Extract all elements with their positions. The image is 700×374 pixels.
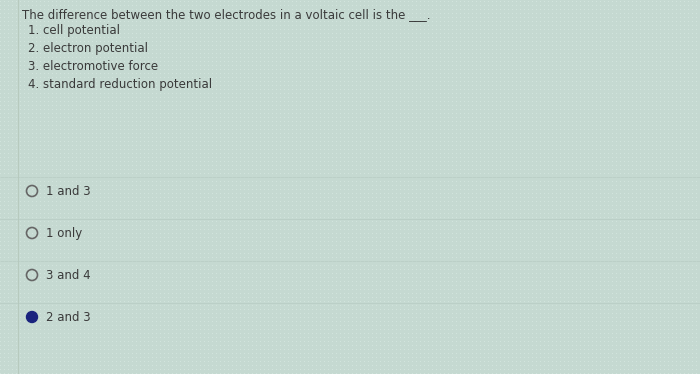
Circle shape — [27, 312, 38, 322]
Text: 2 and 3: 2 and 3 — [46, 311, 90, 324]
Text: 3. electromotive force: 3. electromotive force — [28, 60, 158, 73]
Text: 1. cell potential: 1. cell potential — [28, 24, 120, 37]
Text: 4. standard reduction potential: 4. standard reduction potential — [28, 78, 212, 91]
Text: 1 only: 1 only — [46, 227, 83, 240]
Text: 1 and 3: 1 and 3 — [46, 185, 90, 198]
Text: 3 and 4: 3 and 4 — [46, 269, 90, 282]
Text: 2. electron potential: 2. electron potential — [28, 42, 148, 55]
Text: The difference between the two electrodes in a voltaic cell is the ___.: The difference between the two electrode… — [22, 8, 430, 21]
